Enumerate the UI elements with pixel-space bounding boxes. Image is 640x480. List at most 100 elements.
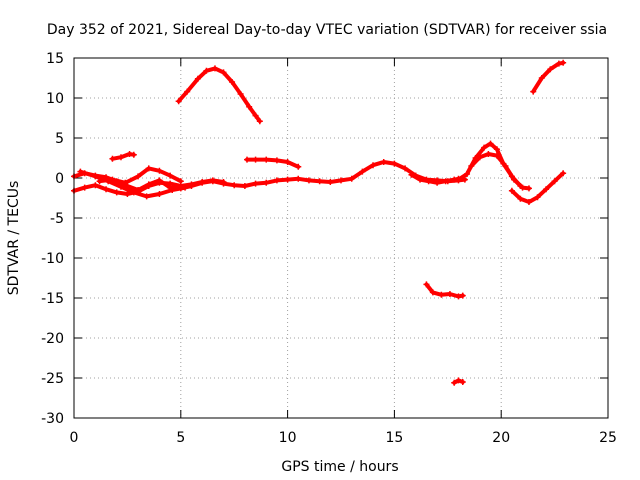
data-point <box>130 189 137 196</box>
data-point <box>145 165 152 172</box>
data-point <box>284 176 291 183</box>
series-arc-m <box>423 281 466 300</box>
y-tick-label: 5 <box>55 131 64 147</box>
data-point <box>517 195 524 202</box>
data-point <box>338 177 344 184</box>
data-point <box>493 146 500 153</box>
data-point <box>508 187 515 194</box>
x-tick-label: 20 <box>492 430 510 446</box>
data-point <box>246 103 253 110</box>
data-point <box>122 179 129 186</box>
data-point <box>434 179 441 186</box>
data-point <box>167 172 174 179</box>
series-arc-d <box>96 165 184 186</box>
data-point <box>555 60 562 67</box>
data-point <box>109 176 116 183</box>
plot-frame <box>73 57 609 419</box>
x-tick-label: 0 <box>70 430 79 446</box>
data-point <box>305 177 312 184</box>
data-point <box>511 176 518 183</box>
data-point <box>211 65 218 72</box>
data-point <box>534 194 541 201</box>
data-point <box>560 59 567 66</box>
data-point <box>124 191 131 197</box>
data-point <box>252 156 259 163</box>
data-point <box>209 177 216 184</box>
series-arc-e <box>109 151 137 162</box>
data-point <box>199 179 206 185</box>
tick-labels: 0 5 10 15 20 25 15 10 5 0 -5 -10 -15 -20 -25 -30 <box>41 51 617 446</box>
data-point <box>525 185 532 192</box>
data-point <box>425 178 432 185</box>
data-point <box>485 151 492 157</box>
data-point <box>252 180 259 187</box>
data-point <box>295 163 302 170</box>
data-point <box>525 199 532 205</box>
data-point <box>169 187 176 193</box>
data-point <box>244 156 251 163</box>
data-point <box>476 154 483 161</box>
data-point <box>241 183 248 189</box>
data-point <box>487 140 494 147</box>
data-point <box>203 67 210 74</box>
data-point <box>256 118 263 125</box>
data-point <box>156 179 163 186</box>
data-point <box>519 184 526 191</box>
data-point <box>459 292 466 299</box>
data-point <box>156 167 163 174</box>
series-arc-g <box>244 156 302 170</box>
data-point <box>348 175 355 182</box>
data-point <box>459 379 466 385</box>
data-point <box>143 193 150 200</box>
data-point <box>547 66 554 73</box>
data-point <box>502 163 509 169</box>
y-tick-label: -30 <box>41 411 64 427</box>
data-point <box>237 91 244 97</box>
data-point <box>182 184 189 191</box>
data-point <box>451 379 458 386</box>
data-point <box>423 281 430 288</box>
data-series <box>71 59 567 386</box>
y-tick-label: -20 <box>41 331 64 347</box>
y-tick-label: -10 <box>41 251 64 267</box>
data-point <box>327 179 334 185</box>
data-point <box>370 162 377 169</box>
series-arc-l <box>530 59 567 95</box>
series-arc-h <box>408 171 462 186</box>
data-point <box>77 168 84 175</box>
data-point <box>92 173 99 180</box>
y-tick-label: 10 <box>46 91 64 107</box>
chart-title: Day 352 of 2021, Sidereal Day-to-day VTE… <box>47 22 607 38</box>
data-point <box>408 171 415 178</box>
data-point <box>126 151 133 157</box>
data-point <box>468 163 475 169</box>
data-point <box>538 75 545 81</box>
data-point <box>442 178 449 185</box>
series-arc-n <box>451 377 466 386</box>
y-tick-label: -5 <box>50 211 64 227</box>
data-point <box>117 183 124 190</box>
data-point <box>231 182 238 189</box>
data-point <box>359 168 366 175</box>
series-arc-j <box>468 151 532 192</box>
data-point <box>145 183 152 189</box>
y-tick-label: 15 <box>46 51 64 67</box>
data-point <box>402 165 409 172</box>
data-point <box>103 186 110 193</box>
x-axis-label: GPS time / hours <box>281 459 398 475</box>
data-point <box>295 175 302 182</box>
x-tick-label: 5 <box>176 430 185 446</box>
y-tick-label: -25 <box>41 371 64 387</box>
data-point <box>273 157 280 164</box>
data-point <box>177 178 184 185</box>
data-point <box>493 152 500 159</box>
data-point <box>446 291 453 297</box>
data-point <box>464 171 471 177</box>
data-point <box>109 155 116 162</box>
data-point <box>417 176 424 183</box>
data-point <box>543 186 550 193</box>
data-point <box>551 178 558 185</box>
data-point <box>273 177 280 184</box>
